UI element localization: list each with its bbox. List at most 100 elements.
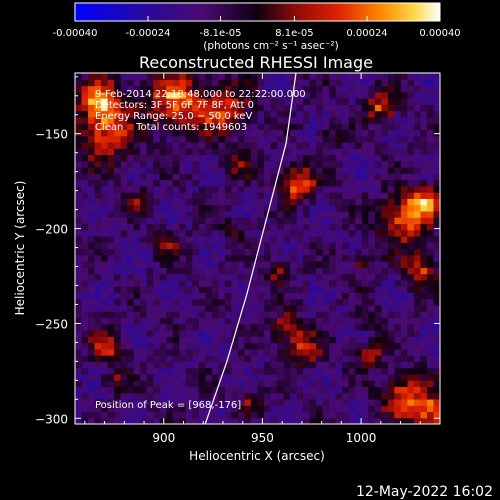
heatmap-cell bbox=[368, 223, 376, 231]
heatmap-cell bbox=[231, 198, 239, 206]
heatmap-cell bbox=[107, 204, 115, 212]
heatmap-cell bbox=[185, 198, 193, 206]
heatmap-cell bbox=[166, 204, 174, 212]
heatmap-cell bbox=[127, 392, 135, 400]
heatmap-cell bbox=[198, 398, 206, 406]
heatmap-cell bbox=[211, 405, 219, 413]
heatmap-cell bbox=[198, 204, 206, 212]
heatmap-cell bbox=[264, 405, 272, 413]
heatmap-cell bbox=[250, 73, 259, 80]
heatmap-cell bbox=[127, 361, 135, 369]
heatmap-cell bbox=[237, 179, 246, 187]
heatmap-cell bbox=[244, 235, 252, 243]
heatmap-cell bbox=[342, 210, 350, 218]
heatmap-cell bbox=[185, 292, 193, 300]
heatmap-cell bbox=[433, 348, 440, 356]
heatmap-cell bbox=[81, 392, 89, 400]
heatmap-cell bbox=[348, 417, 356, 424]
heatmap-cell bbox=[290, 148, 298, 156]
heatmap-cell bbox=[413, 85, 422, 93]
heatmap-cell bbox=[361, 179, 369, 187]
heatmap-cell bbox=[303, 129, 311, 137]
heatmap-cell bbox=[244, 273, 252, 281]
heatmap-cell bbox=[250, 323, 259, 331]
heatmap-cell bbox=[335, 167, 343, 174]
heatmap-cell bbox=[433, 273, 440, 281]
heatmap-cell bbox=[133, 229, 141, 237]
heatmap-cell bbox=[127, 323, 135, 331]
heatmap-cell bbox=[185, 148, 193, 156]
heatmap-cell bbox=[413, 198, 422, 206]
heatmap-cell bbox=[120, 98, 128, 105]
colorbar: -0.00040 -0.00024 -8.1e-05 8.1e-05 0.00024 0.… bbox=[53, 2, 461, 52]
heatmap-cell bbox=[335, 380, 343, 387]
heatmap-cell bbox=[133, 411, 141, 419]
heatmap-cell bbox=[368, 298, 376, 306]
heatmap-cell bbox=[270, 141, 278, 149]
heatmap-cell bbox=[218, 298, 226, 306]
heatmap-cell bbox=[329, 185, 337, 193]
heatmap-cell bbox=[335, 141, 343, 149]
heatmap-cell bbox=[192, 298, 200, 306]
heatmap-cell bbox=[140, 179, 148, 187]
heatmap-cell bbox=[361, 355, 369, 362]
heatmap-cell bbox=[257, 73, 265, 80]
heatmap-cell bbox=[374, 223, 382, 231]
heatmap-cell bbox=[407, 273, 415, 281]
heatmap-cell bbox=[381, 411, 389, 419]
heatmap-cell bbox=[257, 198, 265, 206]
heatmap-cell bbox=[348, 148, 356, 156]
heatmap-cell bbox=[101, 386, 109, 394]
heatmap-cell bbox=[303, 242, 311, 250]
heatmap-cell bbox=[270, 135, 278, 143]
heatmap-cell bbox=[250, 373, 259, 381]
heatmap-cell bbox=[250, 267, 259, 275]
heatmap-cell bbox=[277, 235, 285, 243]
heatmap-cell bbox=[387, 323, 395, 331]
heatmap-cell bbox=[127, 317, 135, 325]
heatmap-cell bbox=[303, 342, 311, 350]
heatmap-cell bbox=[264, 192, 272, 199]
heatmap-cell bbox=[329, 242, 337, 250]
heatmap-cell bbox=[133, 355, 141, 362]
heatmap-cell bbox=[127, 235, 135, 243]
heatmap-cell bbox=[120, 154, 128, 162]
heatmap-cell bbox=[342, 298, 350, 306]
heatmap-cell bbox=[166, 235, 174, 243]
heatmap-cell bbox=[172, 267, 180, 275]
heatmap-cell bbox=[140, 267, 148, 275]
heatmap-cell bbox=[342, 329, 350, 337]
heatmap-cell bbox=[179, 235, 187, 243]
heatmap-cell bbox=[329, 279, 337, 287]
heatmap-cell bbox=[146, 286, 154, 293]
heatmap-cell bbox=[420, 336, 428, 344]
heatmap-cell bbox=[159, 355, 167, 362]
heatmap-cell bbox=[361, 411, 369, 419]
heatmap-cell bbox=[192, 248, 200, 256]
heatmap-cell bbox=[250, 223, 259, 231]
heatmap-cell bbox=[309, 204, 317, 212]
heatmap-cell bbox=[348, 336, 356, 344]
heatmap-cell bbox=[185, 373, 193, 381]
heatmap-cell bbox=[75, 336, 83, 344]
heatmap-cell bbox=[394, 229, 402, 237]
heatmap-cell bbox=[153, 298, 161, 306]
heatmap-cell bbox=[81, 355, 89, 362]
heatmap-cell bbox=[107, 405, 115, 413]
heatmap-cell bbox=[264, 342, 272, 350]
heatmap-cell bbox=[114, 198, 122, 206]
heatmap-cell bbox=[159, 135, 167, 143]
heatmap-cell bbox=[290, 311, 298, 319]
heatmap-cell bbox=[88, 279, 96, 287]
heatmap-cell bbox=[348, 261, 356, 268]
heatmap-cell bbox=[114, 386, 122, 394]
heatmap-cell bbox=[81, 317, 89, 325]
heatmap-cell bbox=[342, 411, 350, 419]
heatmap-cell bbox=[335, 361, 343, 369]
heatmap-cell bbox=[355, 392, 363, 400]
heatmap-cell bbox=[192, 348, 200, 356]
heatmap-cell bbox=[374, 217, 382, 225]
heatmap-cell bbox=[166, 110, 174, 118]
heatmap-cell bbox=[185, 141, 193, 149]
heatmap-cell bbox=[231, 286, 239, 293]
